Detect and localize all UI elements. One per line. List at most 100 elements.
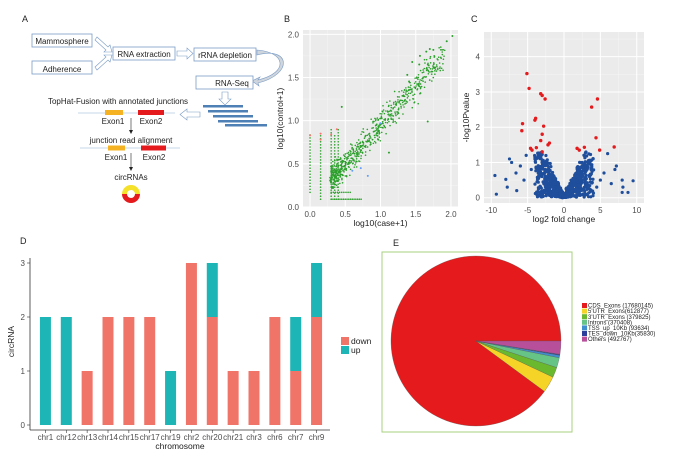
data-point: [332, 165, 334, 168]
data-point-notable: [426, 120, 429, 123]
data-point: [309, 179, 311, 182]
data-point: [405, 89, 408, 91]
data-point: [427, 73, 430, 75]
data-point: [403, 89, 406, 91]
x-tick-label: 10: [632, 206, 641, 215]
data-point: [407, 92, 410, 95]
data-point: [352, 150, 355, 152]
data-point: [369, 149, 371, 152]
data-point: [330, 162, 332, 164]
data-point: [578, 165, 582, 170]
data-point: [371, 138, 374, 141]
data-point-significant: [534, 145, 539, 150]
data-point: [333, 141, 336, 143]
data-point: [376, 135, 379, 137]
data-point: [309, 155, 311, 157]
data-point: [351, 198, 354, 201]
data-point-not-significant: [507, 157, 512, 161]
data-point: [366, 139, 369, 141]
data-point: [419, 83, 421, 85]
data-point-highlighted-up: [319, 132, 322, 135]
data-point: [377, 127, 379, 130]
data-point-not-significant: [606, 152, 610, 156]
pie-legend-label-6: Others (492767): [588, 337, 632, 343]
data-point: [574, 187, 578, 191]
data-point: [400, 105, 402, 108]
data-point: [418, 81, 421, 83]
data-point: [429, 62, 432, 64]
data-point: [333, 198, 336, 201]
data-point: [416, 83, 418, 85]
data-point: [347, 198, 350, 201]
bar-down-chr2: [185, 263, 197, 425]
data-point: [335, 165, 338, 168]
data-point: [355, 158, 358, 160]
data-point: [337, 134, 340, 137]
data-point: [427, 62, 429, 65]
data-point: [340, 167, 342, 170]
data-point: [385, 110, 387, 112]
data-point-notable: [445, 40, 448, 43]
data-point: [377, 138, 379, 140]
data-point: [345, 175, 348, 178]
data-point: [387, 117, 390, 120]
data-point: [309, 167, 311, 169]
data-point: [422, 80, 424, 83]
data-point: [397, 99, 399, 101]
data-point: [350, 160, 352, 162]
data-point: [583, 175, 588, 180]
data-point: [382, 105, 384, 107]
data-point-significant: [520, 129, 524, 133]
data-point-not-significant: [524, 153, 528, 158]
data-point-significant: [543, 97, 547, 101]
data-point-highlighted-up: [309, 134, 312, 137]
data-point: [409, 92, 412, 95]
data-point: [372, 142, 375, 145]
rna-seq-box: [195, 75, 254, 90]
data-point: [434, 66, 437, 69]
data-point: [580, 188, 584, 192]
data-point: [309, 140, 311, 142]
data-point: [360, 198, 362, 201]
data-point: [374, 117, 376, 120]
data-point: [402, 113, 404, 115]
data-point: [319, 165, 322, 167]
data-point-not-significant: [595, 185, 599, 189]
data-point: [543, 180, 547, 184]
data-point: [309, 170, 311, 172]
data-point: [372, 122, 374, 124]
data-point: [423, 86, 426, 89]
data-point: [355, 148, 358, 150]
data-point-not-significant: [609, 182, 613, 186]
data-point: [551, 180, 556, 185]
data-point: [443, 49, 446, 52]
data-point: [330, 156, 332, 158]
data-point: [333, 176, 336, 179]
data-point: [586, 160, 590, 164]
data-point: [390, 104, 392, 107]
data-point: [432, 62, 435, 64]
data-point: [409, 81, 411, 84]
data-point: [397, 108, 400, 111]
data-point: [333, 195, 336, 198]
data-point: [430, 73, 433, 75]
data-point: [337, 131, 340, 134]
data-point: [421, 71, 424, 74]
panel-b: B 0.0 0.5 1.0 1.5 2.0 0.0 0.5 1.0 1.5 2.0 log10(ca…: [275, 14, 458, 228]
y-tick-label: 0: [21, 421, 26, 430]
data-point: [358, 160, 361, 163]
data-point: [398, 117, 400, 119]
data-point: [535, 190, 539, 194]
panel-d: D 0 1 2 3 chr1 chr12 chr13 chr14 chr15 chr17 chr19…: [6, 236, 372, 451]
data-point: [346, 158, 348, 161]
data-point-not-significant: [584, 167, 588, 172]
data-point: [543, 164, 547, 168]
data-point: [439, 46, 442, 48]
pie-slice-6: [475, 340, 562, 355]
data-point: [342, 160, 345, 162]
data-point: [330, 177, 333, 179]
data-point-not-significant: [555, 189, 559, 193]
data-point-not-significant: [493, 173, 497, 178]
data-point: [392, 121, 394, 124]
